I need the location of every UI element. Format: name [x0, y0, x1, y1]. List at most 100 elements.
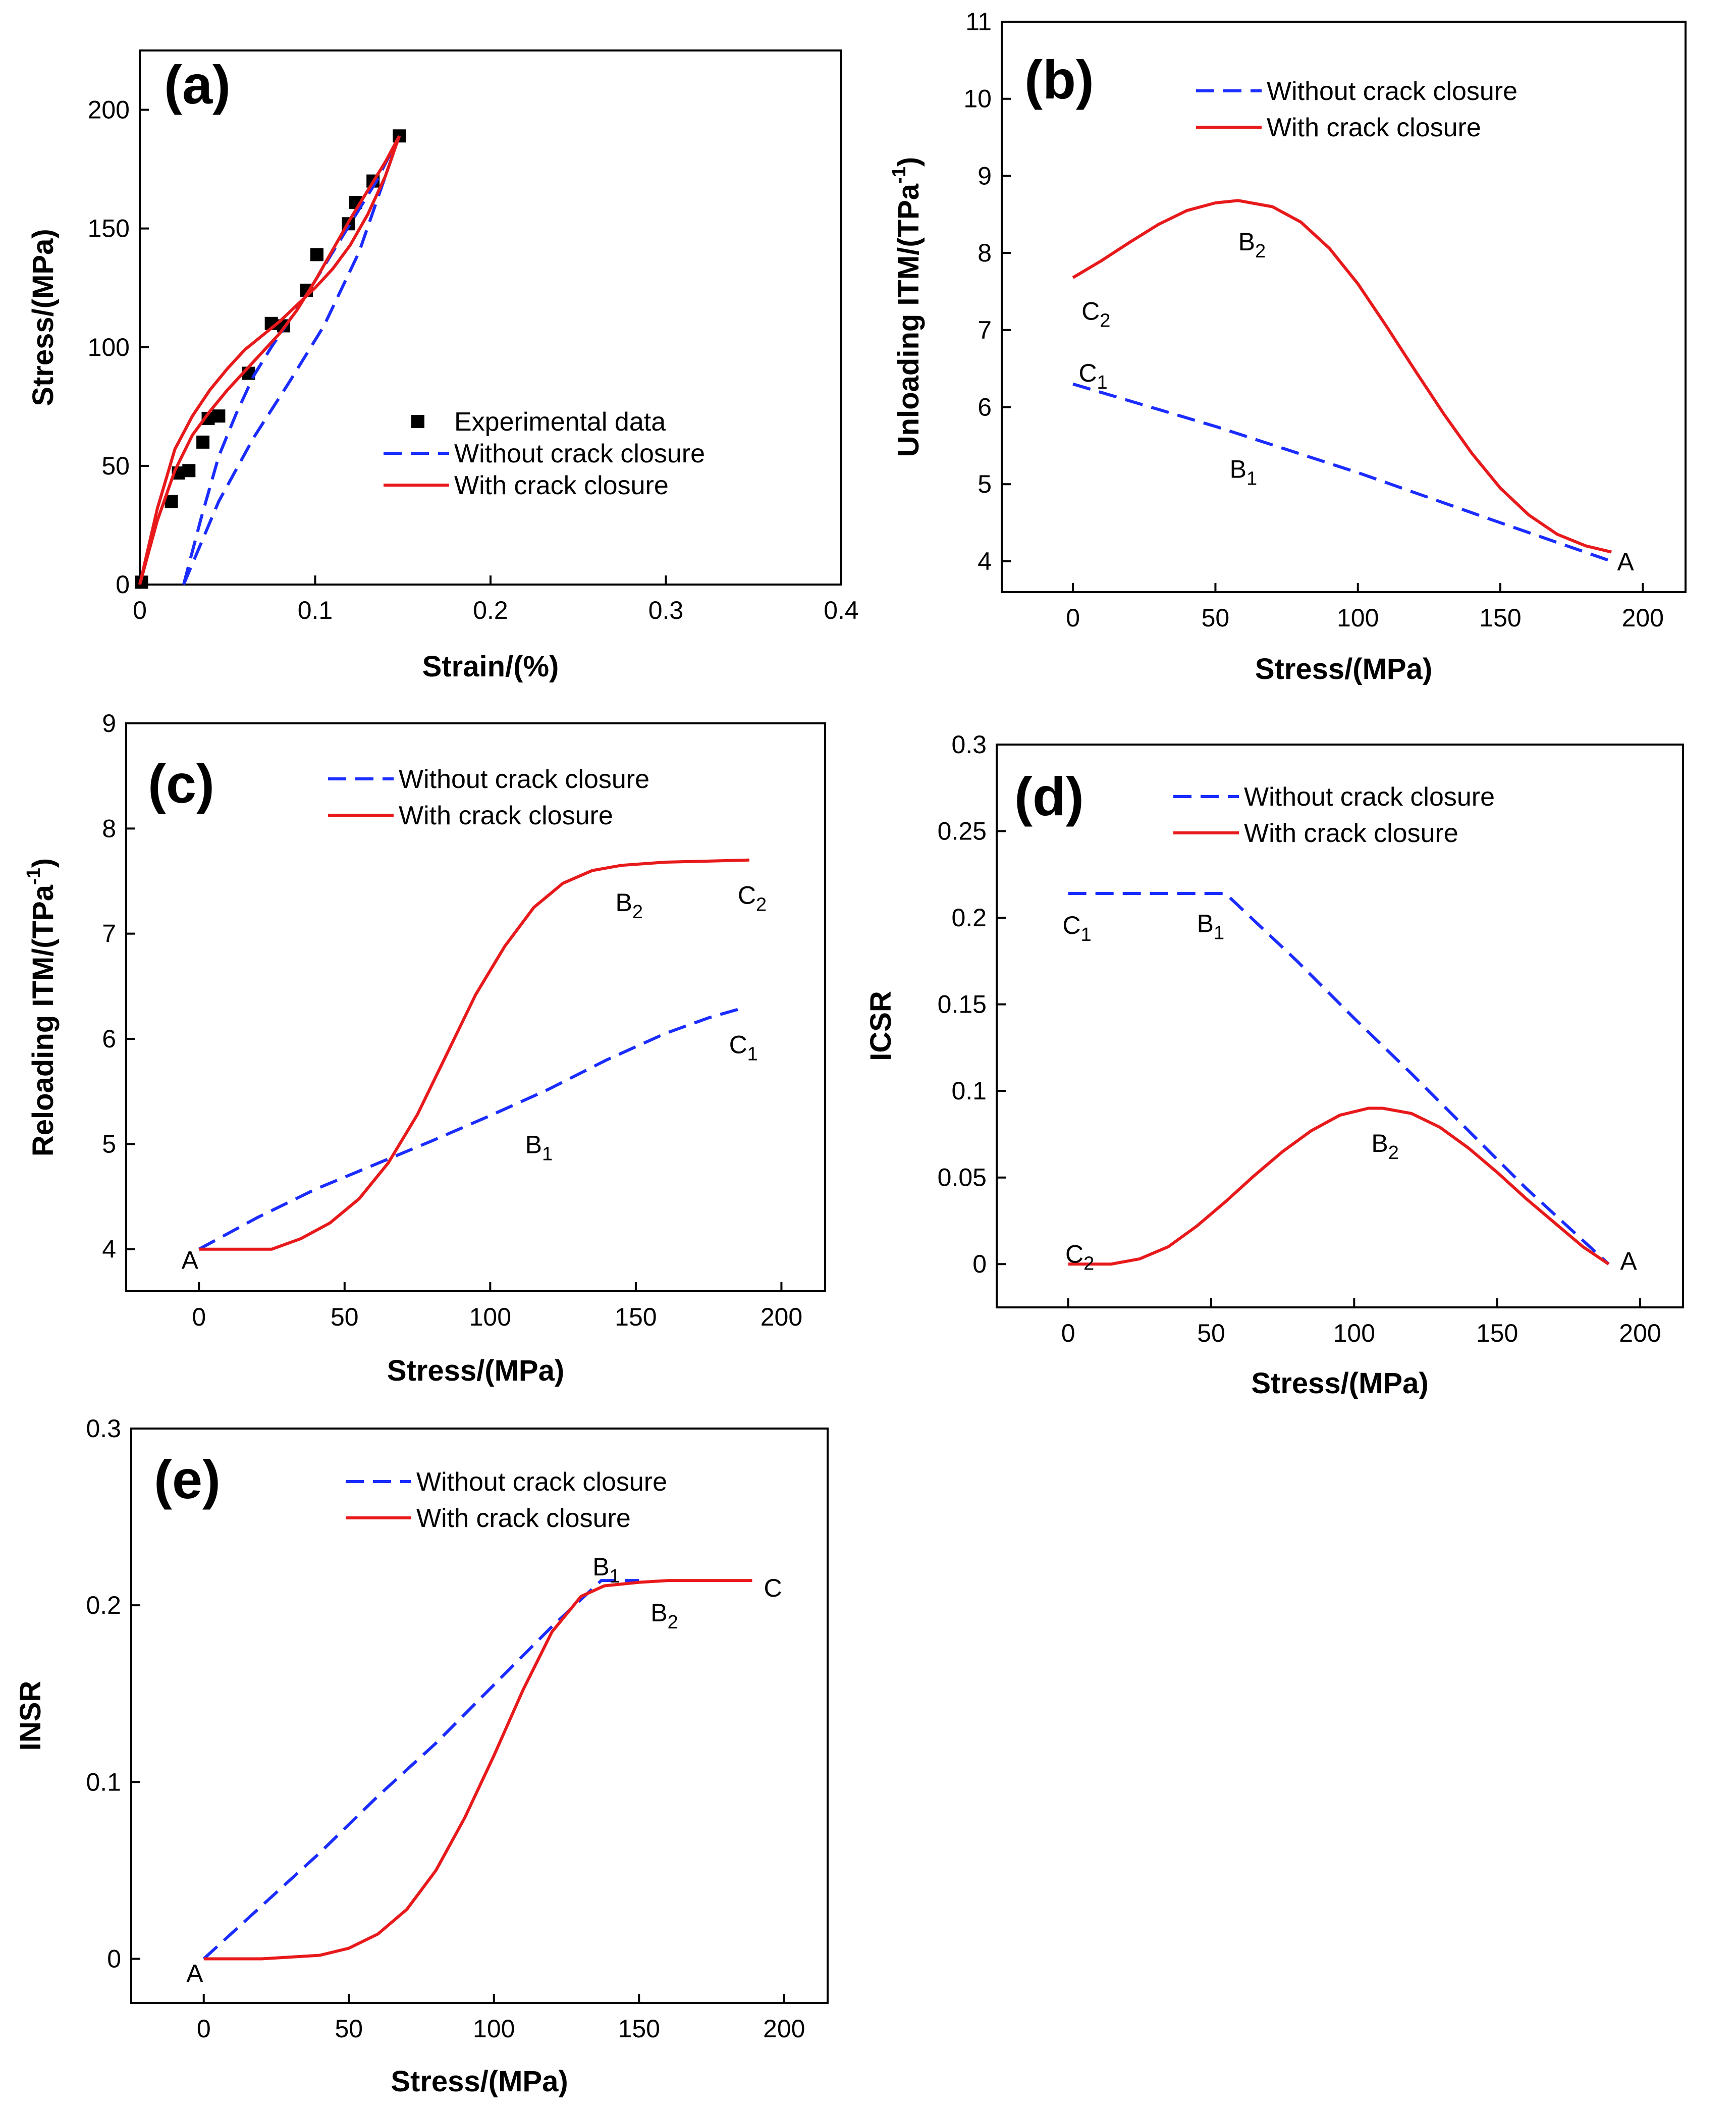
- y-axis-label-b: Unloading ITM/(TPa-1): [889, 157, 925, 457]
- annotation-text-d: A: [1620, 1247, 1637, 1275]
- annotation-text-e: A: [186, 1959, 203, 1987]
- annotation-c: A: [182, 1246, 199, 1275]
- y-tick-label-e: 0: [107, 1944, 121, 1973]
- annotation-sub-e: 1: [610, 1566, 620, 1587]
- series-line-d-0: [1068, 892, 1610, 1265]
- data-point-a: [310, 248, 323, 261]
- annotation-text-d: C: [1065, 1240, 1083, 1269]
- annotation-text-b: C: [1078, 359, 1097, 387]
- y-tick-label-d: 0.3: [951, 730, 987, 759]
- x-tick-label-a: 0.2: [473, 596, 508, 624]
- x-axis-label-a: Strain/(%): [422, 650, 559, 683]
- panel-a: 0 0.1 0.2 0.3 0.4 0 50 100 150 200 Strain/(%) Stres…: [27, 49, 859, 683]
- annotation-sub-d: 1: [1214, 922, 1224, 943]
- y-tick-label-a: 0: [116, 570, 130, 599]
- annotation-text-c: C: [729, 1030, 747, 1059]
- annotation-d: B1: [1197, 909, 1225, 943]
- legend-label-b: Without crack closure: [1267, 77, 1517, 106]
- annotation-b: B2: [1238, 228, 1266, 262]
- y-axis-label-suffix-c: ): [27, 858, 60, 868]
- y-tick-label-d: 0.05: [938, 1164, 987, 1192]
- y-tick-label-d: 0.1: [951, 1077, 987, 1105]
- panel-label-d: (d): [1014, 766, 1084, 827]
- data-point-a: [212, 409, 226, 423]
- y-tick-label-d: 0.25: [938, 817, 987, 846]
- x-tick-label-e: 0: [197, 2015, 211, 2043]
- x-tick-label-e: 50: [335, 2015, 363, 2043]
- annotation-text-b: B: [1230, 455, 1246, 484]
- legend-label-d: Without crack closure: [1244, 782, 1495, 812]
- y-axis-label-c: Reloading ITM/(TPa-1): [23, 858, 60, 1156]
- panel-e: 0 50 100 150 200 0 0.1 0.2 0.3 Stress/(MPa) INSR (e…: [14, 1414, 829, 2098]
- y-tick-label-d: 0.2: [951, 904, 987, 932]
- x-tick-label-a: 0: [133, 596, 147, 624]
- legend-label-e: Without crack closure: [416, 1467, 667, 1497]
- x-axis-label-b: Stress/(MPa): [1255, 653, 1432, 685]
- y-tick-label-b: 7: [978, 316, 992, 344]
- y-tick-label-b: 9: [978, 162, 992, 190]
- legend-marker-a: [411, 415, 424, 428]
- y-tick-label-c: 9: [102, 709, 116, 737]
- y-tick-label-b: 6: [978, 393, 992, 421]
- annotation-text-c: B: [616, 888, 632, 917]
- y-tick-label-d: 0: [972, 1250, 987, 1278]
- annotation-sub-b: 1: [1097, 372, 1108, 393]
- plot-frame-d: [996, 744, 1684, 1308]
- plot-frame-e: [130, 1428, 829, 2004]
- annotation-e: A: [186, 1959, 203, 1987]
- y-tick-label-b: 5: [978, 470, 992, 498]
- y-axis-label-suffix-b: ): [892, 157, 925, 167]
- y-tick-label-d: 0.15: [938, 990, 987, 1019]
- legend-label-a: With crack closure: [454, 471, 669, 500]
- x-tick-label-b: 200: [1622, 604, 1664, 632]
- annotation-sub-b: 1: [1246, 468, 1257, 490]
- annotation-text-b: A: [1617, 548, 1635, 576]
- annotation-sub-d: 2: [1388, 1142, 1399, 1164]
- plot-frame-a: [139, 49, 842, 586]
- y-axis-label-sup-b: -1: [889, 167, 910, 184]
- series-line-a-2: [138, 135, 401, 585]
- annotation-sub-d: 1: [1080, 924, 1091, 945]
- annotation-text-d: B: [1197, 909, 1214, 937]
- x-tick-label-c: 50: [331, 1303, 359, 1331]
- annotation-e: B2: [650, 1599, 678, 1633]
- y-axis-label-text-e: INSR: [14, 1681, 47, 1751]
- annotation-b: C2: [1081, 297, 1110, 332]
- y-tick-label-e: 0.2: [86, 1591, 121, 1619]
- annotation-b: A: [1617, 548, 1635, 576]
- y-axis-label-a: Stress/(MPa): [27, 229, 60, 406]
- x-tick-label-d: 0: [1061, 1319, 1075, 1347]
- panel-label-a: (a): [164, 54, 231, 115]
- annotation-text-e: B: [592, 1553, 609, 1581]
- plot-frame-b: [1001, 21, 1687, 593]
- x-tick-label-a: 0.1: [298, 596, 333, 624]
- annotation-text-b: B: [1238, 228, 1255, 256]
- annotation-text-c: C: [738, 881, 756, 910]
- y-tick-label-b: 8: [978, 239, 992, 267]
- plot-frame-c: [125, 722, 826, 1292]
- annotation-text-e: C: [764, 1574, 782, 1602]
- x-tick-label-d: 100: [1333, 1319, 1375, 1347]
- annotation-d: B2: [1371, 1129, 1399, 1164]
- annotation-e: C: [764, 1574, 782, 1602]
- annotation-sub-b: 2: [1255, 241, 1266, 262]
- x-axis-label-d: Stress/(MPa): [1251, 1367, 1428, 1400]
- series-line-b-0: [1072, 382, 1612, 563]
- annotation-text-e: B: [650, 1599, 667, 1627]
- annotation-sub-e: 2: [668, 1612, 678, 1633]
- annotation-text-b: C: [1081, 297, 1100, 326]
- x-tick-label-d: 150: [1476, 1319, 1518, 1347]
- data-point-a: [182, 464, 196, 478]
- series-line-e-1: [203, 1579, 752, 1961]
- y-tick-label-a: 100: [88, 333, 130, 361]
- annotation-d: A: [1620, 1247, 1637, 1275]
- annotation-sub-c: 1: [747, 1043, 758, 1065]
- x-tick-label-e: 100: [473, 2015, 515, 2043]
- annotation-text-d: B: [1371, 1129, 1388, 1157]
- x-tick-label-b: 50: [1202, 604, 1230, 632]
- x-tick-label-e: 150: [618, 2015, 660, 2043]
- y-tick-label-a: 200: [88, 96, 130, 124]
- x-tick-label-d: 200: [1619, 1319, 1661, 1347]
- panel-c: 0 50 100 150 200 4 5 6 7 8 9 Stress/(MPa) Reloading …: [23, 709, 826, 1387]
- annotation-b: C1: [1078, 359, 1107, 393]
